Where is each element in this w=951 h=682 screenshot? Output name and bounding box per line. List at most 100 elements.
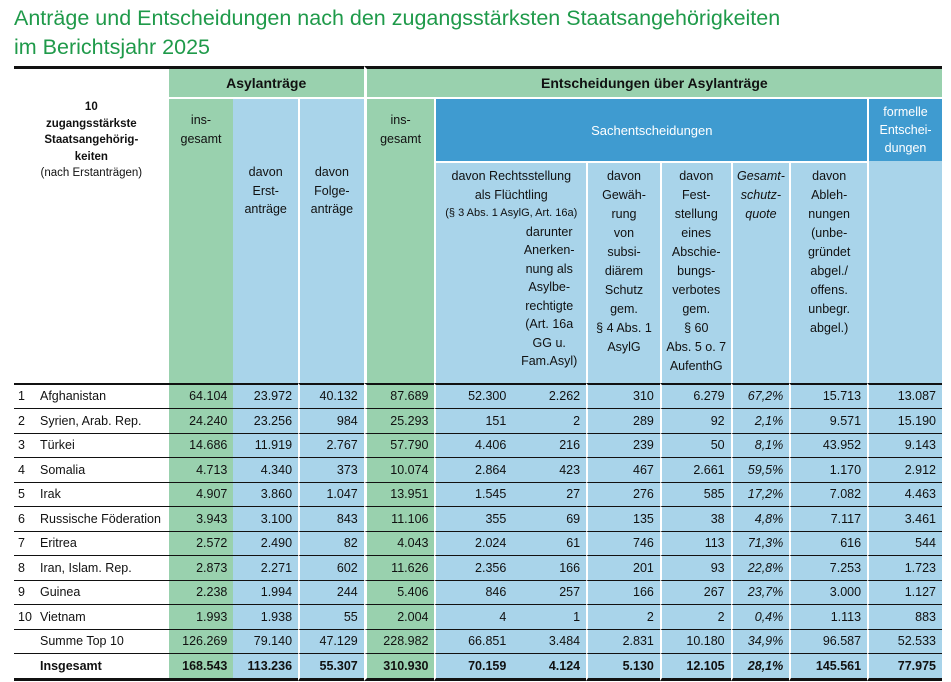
- rank-number: 5: [18, 487, 25, 502]
- asylum-follow-cell: 984: [298, 408, 364, 433]
- rejections-cell: 1.113: [789, 604, 868, 629]
- refugee-status-cell: 52.300: [434, 382, 513, 408]
- formal-decisions-cell: 4.463: [867, 481, 942, 506]
- refugee-status-cell: 151: [434, 408, 513, 433]
- rank-number: 1: [18, 389, 25, 404]
- asylum-total-cell: 4.907: [168, 481, 234, 506]
- asylum-follow-cell: 1.047: [298, 481, 364, 506]
- table-row: 6 Russische Föderation 3.943 3.100 843 11.106…: [14, 506, 942, 531]
- country-name: Guinea: [40, 585, 81, 600]
- subsidiary-protection-cell: 289: [586, 408, 660, 433]
- rank-number: 9: [18, 585, 25, 600]
- protection-rate-header: Gesamt-schutz-quote: [730, 161, 790, 383]
- row-label: 8 Iran, Islam. Rep.: [14, 555, 169, 580]
- asylum-follow-cell: 2.767: [298, 432, 364, 457]
- asylum-total-cell: 168.543: [168, 653, 234, 681]
- decisions-total-cell: 310.930: [363, 653, 435, 681]
- deportation-ban-cell: 2: [659, 604, 731, 629]
- deportation-ban-cell: 113: [659, 530, 731, 555]
- art16a-cell: 69: [512, 506, 587, 531]
- subsidiary-protection-cell: 5.130: [586, 653, 660, 681]
- rank-number: 6: [18, 511, 25, 526]
- title-line-2: im Berichtsjahr 2025: [14, 35, 210, 59]
- table-row: 8 Iran, Islam. Rep. 2.873 2.271 602 11.626 2.3…: [14, 555, 942, 580]
- asylum-follow-header: davon Folge-anträge: [298, 97, 364, 383]
- decisions-total-cell: 5.406: [363, 579, 435, 604]
- formal-decisions-cell: 13.087: [867, 382, 942, 408]
- rejections-cell: 15.713: [789, 382, 868, 408]
- rank-number: 8: [18, 560, 25, 575]
- deportation-ban-cell: 92: [659, 408, 731, 433]
- decisions-total-cell: 2.004: [363, 604, 435, 629]
- rejections-cell: 7.253: [789, 555, 868, 580]
- subsidiary-protection-cell: 467: [586, 457, 660, 482]
- country-name: Türkei: [40, 438, 75, 453]
- refugee-status-cell: 4: [434, 604, 513, 629]
- asylum-total-cell: 1.993: [168, 604, 234, 629]
- table-row: Insgesamt 168.543 113.236 55.307 310.930 70.1…: [14, 653, 942, 681]
- decisions-total-cell: 87.689: [363, 382, 435, 408]
- refugee-status-header-blank: [434, 222, 513, 383]
- refugee-status-cell: 1.545: [434, 481, 513, 506]
- rejections-cell: 9.571: [789, 408, 868, 433]
- table-row: 1 Afghanistan 64.104 23.972 40.132 87.689 52.3…: [14, 382, 942, 408]
- country-name: Eritrea: [40, 536, 77, 551]
- asylum-total-cell: 2.572: [168, 530, 234, 555]
- formal-decisions-cell: 1.127: [867, 579, 942, 604]
- deportation-ban-cell: 585: [659, 481, 731, 506]
- protection-rate-cell: 0,4%: [730, 604, 790, 629]
- rejections-cell: 96.587: [789, 628, 868, 653]
- row-label: 3 Türkei: [14, 432, 169, 458]
- rejections-cell: 7.082: [789, 481, 868, 506]
- rejections-cell: 616: [789, 530, 868, 555]
- art16a-cell: 166: [512, 555, 587, 580]
- asylum-total-header: ins-gesamt: [168, 97, 234, 383]
- refugee-status-cell: 846: [434, 579, 513, 604]
- table-row: 7 Eritrea 2.572 2.490 82 4.043 2.024 61 746 113 71…: [14, 530, 942, 556]
- formal-decisions-header: formelle Entschei-dungen: [867, 97, 942, 161]
- asylum-follow-cell: 373: [298, 457, 364, 482]
- asylum-follow-cell: 244: [298, 579, 364, 604]
- refugee-status-cell: 355: [434, 506, 513, 531]
- table-row: Summe Top 10 126.269 79.140 47.129 228.982 66…: [14, 628, 942, 653]
- art16a-cell: 1: [512, 604, 587, 629]
- art16a-header: darunter Anerken-nung als Asylbe-rechtigte…: [512, 222, 587, 383]
- asylum-total-cell: 64.104: [168, 382, 234, 408]
- protection-rate-cell: 28,1%: [730, 653, 790, 681]
- art16a-cell: 423: [512, 457, 587, 482]
- decisions-total-cell: 25.293: [363, 408, 435, 433]
- country-name: Russische Föderation: [40, 511, 161, 526]
- protection-rate-cell: 67,2%: [730, 382, 790, 408]
- rank-number: 2: [18, 413, 25, 428]
- decisions-group-header: Entscheidungen über Asylanträge: [363, 66, 942, 97]
- refugee-status-cell: 66.851: [434, 628, 513, 653]
- page-title: Anträge und Entscheidungen nach den zuga…: [14, 4, 944, 62]
- table-row: 4 Somalia 4.713 4.340 373 10.074 2.864 423 467 2.…: [14, 457, 942, 482]
- asylum-first-cell: 113.236: [233, 653, 299, 681]
- country-name: Afghanistan: [40, 389, 107, 404]
- formal-decisions-header-blank: [867, 161, 942, 383]
- asylum-first-cell: 2.271: [233, 555, 299, 580]
- asylum-first-cell: 1.994: [233, 579, 299, 604]
- table-row: 2 Syrien, Arab. Rep. 24.240 23.256 984 25.293…: [14, 408, 942, 433]
- country-name: Vietnam: [40, 609, 86, 624]
- refugee-status-cell: 2.356: [434, 555, 513, 580]
- rank-number: 4: [18, 462, 25, 477]
- rank-number: 7: [18, 536, 25, 551]
- refugee-status-cell: 2.864: [434, 457, 513, 482]
- row-label: 7 Eritrea: [14, 530, 169, 556]
- decisions-total-cell: 13.951: [363, 481, 435, 506]
- table-body: 1 Afghanistan 64.104 23.972 40.132 87.689 52.3…: [14, 382, 942, 681]
- subsidiary-protection-cell: 135: [586, 506, 660, 531]
- asylum-total-cell: 24.240: [168, 408, 234, 433]
- asylum-follow-cell: 843: [298, 506, 364, 531]
- formal-decisions-cell: 52.533: [867, 628, 942, 653]
- row-label: 9 Guinea: [14, 579, 169, 605]
- row-label: 6 Russische Föderation: [14, 506, 169, 531]
- table-row: 3 Türkei 14.686 11.919 2.767 57.790 4.406 216 23…: [14, 432, 942, 458]
- formal-decisions-cell: 15.190: [867, 408, 942, 433]
- protection-rate-cell: 22,8%: [730, 555, 790, 580]
- row-label: Insgesamt: [14, 653, 169, 681]
- country-name: Irak: [40, 487, 61, 502]
- subsidiary-protection-cell: 2: [586, 604, 660, 629]
